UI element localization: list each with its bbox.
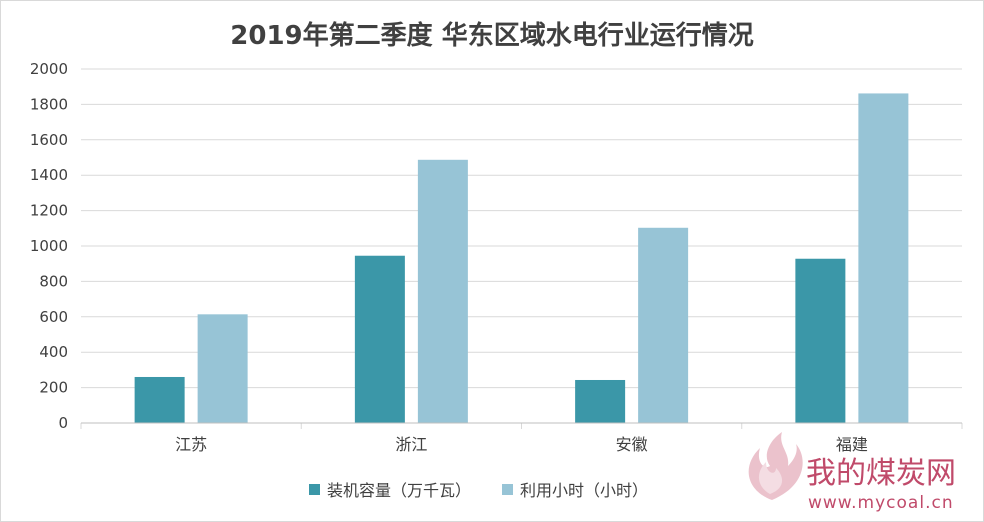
- x-tick-label: 江苏: [175, 435, 207, 454]
- y-tick-label: 1800: [30, 95, 68, 113]
- x-axis: 江苏 浙江 安徽 福建: [80, 422, 963, 454]
- y-tick-label: 1000: [30, 237, 68, 255]
- bar-capacity-0: [134, 376, 185, 423]
- bar-hours-3: [858, 93, 909, 424]
- x-tick-label: 浙江: [395, 435, 427, 454]
- y-tick-label: 600: [39, 308, 68, 326]
- legend-label: 利用小时（小时）: [520, 481, 648, 500]
- y-tick-label: 1400: [30, 166, 68, 184]
- y-tick-label: 2000: [30, 60, 68, 78]
- x-tick-label: 安徽: [616, 435, 648, 454]
- legend: 装机容量（万千瓦） 利用小时（小时）: [309, 481, 648, 500]
- y-tick-label: 800: [39, 272, 68, 290]
- y-tick-label: 0: [58, 414, 68, 432]
- y-tick-label: 200: [39, 379, 68, 397]
- bar-capacity-1: [354, 255, 405, 423]
- bar-capacity-2: [575, 379, 626, 423]
- y-tick-label: 400: [39, 343, 68, 361]
- watermark: 我的煤炭网 www.mycoal.cn: [748, 432, 956, 513]
- y-tick-label: 1200: [30, 202, 68, 220]
- bar-hours-2: [638, 227, 689, 423]
- y-tick-label: 1600: [30, 131, 68, 149]
- flame-logo-icon: [748, 432, 803, 500]
- watermark-url: www.mycoal.cn: [808, 493, 954, 513]
- bars: [134, 93, 909, 424]
- x-tick-label: 福建: [836, 435, 868, 454]
- watermark-brand: 我的煤炭网: [806, 456, 956, 491]
- bar-capacity-3: [795, 258, 846, 423]
- y-axis: 0 200 400 600 800 1000 1200 1400 1600 1800 2000: [30, 60, 68, 432]
- chart-title: 2019年第二季度 华东区域水电行业运行情况: [230, 20, 753, 51]
- bar-hours-1: [417, 159, 468, 423]
- legend-swatch: [309, 484, 320, 495]
- bar-hours-0: [197, 314, 248, 423]
- legend-swatch: [502, 484, 513, 495]
- legend-label: 装机容量（万千瓦）: [327, 481, 471, 500]
